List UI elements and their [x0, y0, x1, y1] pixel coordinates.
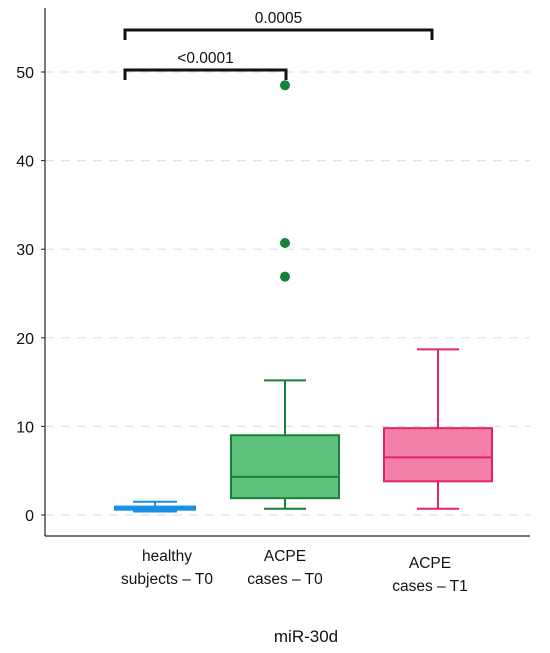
outlier-point-2 [280, 237, 290, 248]
category-label-line: cases – T1 [392, 578, 468, 595]
box-group-2 [230, 80, 340, 510]
p-value-label: <0.0001 [177, 50, 233, 67]
category-label-line: ACPE [409, 555, 451, 572]
bracket-line [123, 68, 288, 80]
y-tick-label-40: 40 [16, 154, 34, 171]
category-label-line: subjects – T0 [121, 571, 213, 588]
outlier-point-1 [280, 271, 290, 282]
p-value-label: 0.0005 [255, 10, 302, 27]
y-tick-label-0: 0 [25, 508, 34, 525]
category-label-line: healthy [142, 548, 192, 565]
boxes [114, 80, 493, 513]
box-group-3 [383, 348, 493, 510]
y-tick-label-20: 20 [16, 331, 34, 348]
box-iqr [230, 434, 340, 500]
category-label-2: ACPE cases – T0 [247, 548, 323, 588]
bracket-line [123, 28, 434, 40]
category-label-line: ACPE [264, 548, 306, 565]
x-axis-label: miR-30d [274, 627, 338, 646]
axes: 0 10 20 30 40 50 [16, 8, 530, 537]
category-label-1: healthy subjects – T0 [121, 548, 213, 588]
significance-bracket-2: 0.0005 [123, 10, 434, 40]
y-tick-label-10: 10 [16, 419, 34, 436]
category-labels: healthy subjects – T0 ACPE cases – T0 ACPE ca… [121, 548, 468, 595]
box-group-1 [114, 500, 196, 513]
box-iqr [383, 427, 493, 483]
y-tick-label-50: 50 [16, 65, 34, 82]
category-label-line: cases – T0 [247, 571, 323, 588]
outlier-point-3 [280, 80, 290, 91]
significance-bracket-1: <0.0001 [123, 50, 288, 80]
y-tick-label-30: 30 [16, 242, 34, 259]
category-label-3: ACPE cases – T1 [392, 555, 468, 595]
significance-brackets: <0.0001 0.0005 [123, 10, 434, 80]
